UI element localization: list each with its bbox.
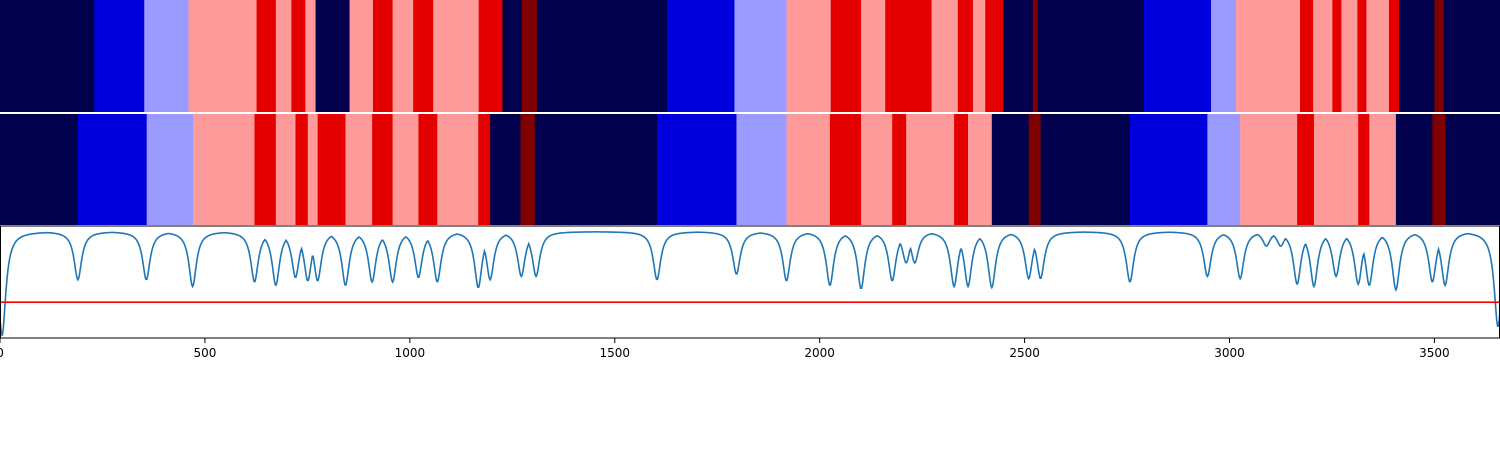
track1-segment-1	[94, 0, 145, 112]
track1-segment-11	[392, 0, 414, 112]
track2-segment-13	[437, 114, 479, 225]
track1-segment-10	[372, 0, 393, 112]
track1-segment-24	[931, 0, 959, 112]
track1-segment-17	[536, 0, 668, 112]
track2-segment-30	[1129, 114, 1208, 225]
track1-segment-42	[1434, 0, 1444, 112]
track1-segment-19	[734, 0, 787, 112]
track2-segment-33	[1297, 114, 1315, 225]
x-tick-label-1500: 1500	[599, 346, 630, 360]
track1-segment-31	[1143, 0, 1212, 112]
track2-segment-29	[1040, 114, 1131, 225]
track1-segment-8	[315, 0, 350, 112]
track1-segment-39	[1366, 0, 1390, 112]
track2-segment-16	[520, 114, 536, 225]
x-tick-label-500: 500	[193, 346, 216, 360]
x-tick-label-1000: 1000	[395, 346, 426, 360]
x-axis: 0 500 1000 1500 2000 2500 3000 3500	[0, 338, 1450, 360]
track1-segment-12	[413, 0, 434, 112]
track1-segment-23	[885, 0, 932, 112]
x-tick-label-3000: 3000	[1214, 346, 1245, 360]
track2-segment-4	[254, 114, 277, 225]
track1-segment-38	[1357, 0, 1367, 112]
track1-segment-0	[0, 0, 95, 112]
track1-segment-7	[305, 0, 316, 112]
track2-segment-35	[1358, 114, 1370, 225]
track2-segment-26	[968, 114, 993, 225]
track1-segment-6	[291, 0, 306, 112]
track1-segment-34	[1300, 0, 1314, 112]
track2-segment-34	[1313, 114, 1359, 225]
segmentation-track-2	[0, 114, 1500, 225]
track2-segment-0	[0, 114, 79, 225]
track2-segment-36	[1369, 114, 1397, 225]
x-tick-label-3500: 3500	[1419, 346, 1450, 360]
track2-segment-27	[991, 114, 1029, 225]
track2-segment-14	[478, 114, 491, 225]
trace-panel-frame	[0, 225, 1500, 339]
track1-segment-18	[667, 0, 735, 112]
track1-segment-35	[1313, 0, 1333, 112]
track2-segment-20	[786, 114, 831, 225]
track2-segment-25	[954, 114, 969, 225]
track1-segment-27	[985, 0, 1004, 112]
x-tick-label-2500: 2500	[1009, 346, 1040, 360]
track1-segment-25	[957, 0, 974, 112]
segmentation-track-1	[0, 0, 1500, 112]
track2-segment-2	[146, 114, 194, 225]
track2-segment-10	[372, 114, 393, 225]
track1-segment-43	[1443, 0, 1500, 112]
track1-segment-32	[1211, 0, 1237, 112]
track2-segment-3	[193, 114, 255, 225]
track2-segment-7	[307, 114, 318, 225]
track2-segment-15	[490, 114, 521, 225]
track2-segment-1	[77, 114, 148, 225]
track2-segment-38	[1432, 114, 1446, 225]
track1-segment-41	[1399, 0, 1435, 112]
track2-segment-19	[736, 114, 787, 225]
track2-segment-22	[861, 114, 893, 225]
track1-segment-3	[188, 0, 257, 112]
probability-trace-line	[0, 231, 1500, 336]
track1-segment-33	[1236, 0, 1301, 112]
track2-segment-9	[345, 114, 373, 225]
track1-segment-20	[786, 0, 832, 112]
track2-segment-8	[317, 114, 346, 225]
track2-segment-18	[656, 114, 737, 225]
track2-segment-39	[1445, 114, 1500, 225]
track1-segment-30	[1037, 0, 1145, 112]
track1-segment-5	[275, 0, 292, 112]
track2-segment-5	[275, 114, 296, 225]
track1-segment-2	[144, 0, 189, 112]
track1-segment-9	[349, 0, 374, 112]
x-tick-label-0: 0	[0, 346, 4, 360]
track1-segment-40	[1388, 0, 1400, 112]
track2-segment-24	[906, 114, 955, 225]
track1-segment-16	[521, 0, 538, 112]
track2-segment-11	[392, 114, 419, 225]
track1-segment-21	[830, 0, 862, 112]
track1-segment-14	[478, 0, 503, 112]
track1-segment-22	[861, 0, 886, 112]
track2-segment-6	[295, 114, 309, 225]
track2-segment-32	[1240, 114, 1298, 225]
track1-segment-13	[433, 0, 479, 112]
track1-segment-36	[1332, 0, 1342, 112]
track2-segment-28	[1028, 114, 1041, 225]
track1-segment-28	[1003, 0, 1034, 112]
track1-segment-37	[1341, 0, 1358, 112]
track2-segment-17	[534, 114, 658, 225]
track2-segment-31	[1207, 114, 1241, 225]
x-tick-label-2000: 2000	[804, 346, 835, 360]
track2-segment-23	[892, 114, 907, 225]
track1-segment-29	[1032, 0, 1039, 112]
track1-segment-15	[502, 0, 523, 112]
track1-segment-26	[972, 0, 986, 112]
track2-segment-12	[418, 114, 438, 225]
track2-segment-21	[829, 114, 862, 225]
probability-trace-panel	[0, 225, 1500, 339]
track1-segment-4	[256, 0, 277, 112]
track2-segment-37	[1395, 114, 1433, 225]
